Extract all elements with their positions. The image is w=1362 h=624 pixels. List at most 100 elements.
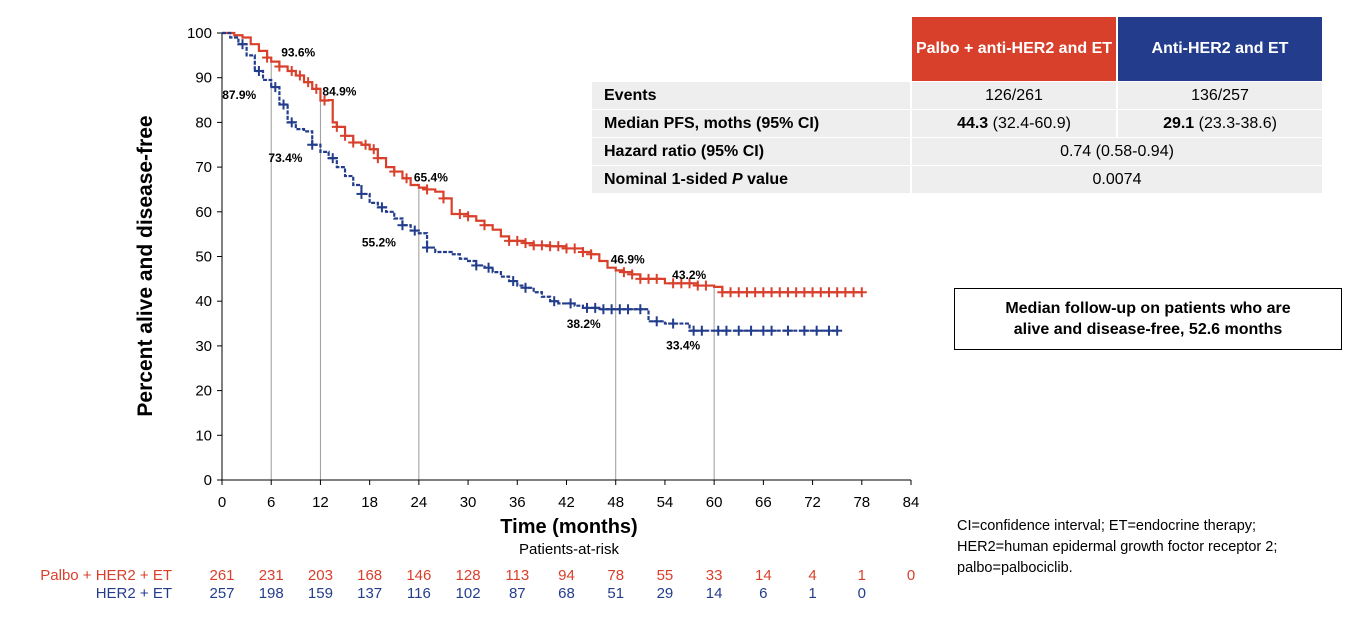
risk-value: 116 [407,585,431,602]
risk-value: 198 [259,585,284,602]
summary-table: Palbo + anti-HER2 and ET Anti-HER2 and E… [592,17,1322,194]
risk-value: 29 [657,585,674,602]
risk-value: 51 [607,585,624,602]
annotation-label: 87.9% [222,88,256,102]
x-tick-label: 48 [607,494,624,511]
annotation-label: 38.2% [567,317,601,331]
censor-mark [454,209,465,220]
risk-table: Palbo + HER2 + ET 261 231 203 168 146 128 113 94… [40,567,915,602]
risk-value: 261 [209,567,234,584]
censor-mark [311,83,322,94]
censor-mark [635,304,646,315]
censor-mark [700,280,711,291]
censor-mark [286,65,297,76]
y-tick-label: 90 [195,70,212,87]
censor-mark [733,325,744,336]
censor-mark [368,144,379,155]
censor-mark [422,184,433,195]
y-axis-label: Percent alive and disease-free [134,115,157,416]
censor-mark [319,95,330,106]
censor-mark [479,220,490,231]
followup-note: Median follow-up on patients who are ali… [954,288,1342,350]
risk-value: 6 [759,585,767,602]
censor-mark [799,325,810,336]
x-tick-label: 84 [903,494,920,511]
censor-mark [586,249,597,260]
row-median-pfs: Median PFS, moths (95% CI) 44.3 (32.4-60… [592,109,1322,138]
risk-value: 159 [308,585,333,602]
risk-value: 68 [558,585,575,602]
risk-value: 128 [456,567,481,584]
risk-value: 78 [607,567,624,584]
risk-value: 14 [706,585,723,602]
censor-mark [721,325,732,336]
censor-mark [549,296,560,307]
censor-mark [389,166,400,177]
censor-mark [397,220,408,231]
censor-mark [274,61,285,72]
x-tick-label: 42 [558,494,575,511]
x-tick-label: 66 [755,494,772,511]
footnote: CI=confidence interval; ET=endocrine the… [957,518,1278,576]
censor-mark [307,139,318,150]
x-tick-label: 12 [312,494,329,511]
annotation-label: 73.4% [268,151,302,165]
annotation-label: 84.9% [322,84,356,98]
y-tick-label: 30 [195,338,212,355]
censor-mark [422,242,433,253]
risk-value: 1 [858,567,866,584]
censor-mark [401,173,412,184]
censor-mark [262,52,273,63]
censor-mark [463,211,474,222]
annotation-label: 93.6% [281,46,315,60]
censor-mark [270,82,281,93]
risk-value: 55 [657,567,674,584]
censor-mark [294,70,305,81]
censor-mark [627,269,638,280]
censor-mark [348,137,359,148]
x-tick-label: 6 [267,494,275,511]
censor-mark [668,318,679,329]
row-events: Events 126/261 136/257 [592,81,1322,110]
x-tick-label: 54 [657,494,674,511]
censor-mark [696,325,707,336]
y-tick-label: 20 [195,383,212,400]
censor-mark [565,298,576,309]
censor-mark [577,247,588,258]
censor-mark [303,77,314,88]
risk-value: 231 [259,567,284,584]
axes: 0 10 20 30 40 50 60 70 80 90 100 0 6 12 18 24 30 36 42 48 54… [187,25,919,511]
censor-mark [520,282,531,293]
censor-mark [618,267,629,278]
censor-mark [512,235,523,246]
annotation-label: 33.4% [666,339,700,353]
header-palbo: Palbo + anti-HER2 and ET [910,17,1117,82]
risk-value: 87 [509,585,526,602]
censor-mark [438,193,449,204]
y-tick-label: 60 [195,204,212,221]
x-tick-label: 0 [218,494,226,511]
annotation-label: 46.9% [611,252,645,266]
risk-value: 33 [706,567,723,584]
x-tick-label: 60 [706,494,723,511]
censor-mark [508,276,519,287]
censor-mark [340,130,351,141]
x-tick-label: 78 [853,494,870,511]
censor-mark [278,99,289,110]
risk-value: 137 [357,585,382,602]
censor-mark [746,325,757,336]
censor-mark [360,139,371,150]
y-tick-label: 10 [195,427,212,444]
series-line-0 [222,31,862,294]
censor-mark [327,153,338,164]
series-group [222,31,867,336]
x-tick-label: 72 [804,494,821,511]
row-hazard-ratio: Hazard ratio (95% CI) 0.74 (0.58-0.94) [592,137,1322,166]
risk-value: 168 [357,567,382,584]
y-tick-label: 50 [195,249,212,266]
risk-row-label: Palbo + HER2 + ET [40,567,172,584]
x-tick-label: 30 [460,494,477,511]
risk-value: 1 [808,585,816,602]
y-tick-label: 100 [187,25,212,42]
